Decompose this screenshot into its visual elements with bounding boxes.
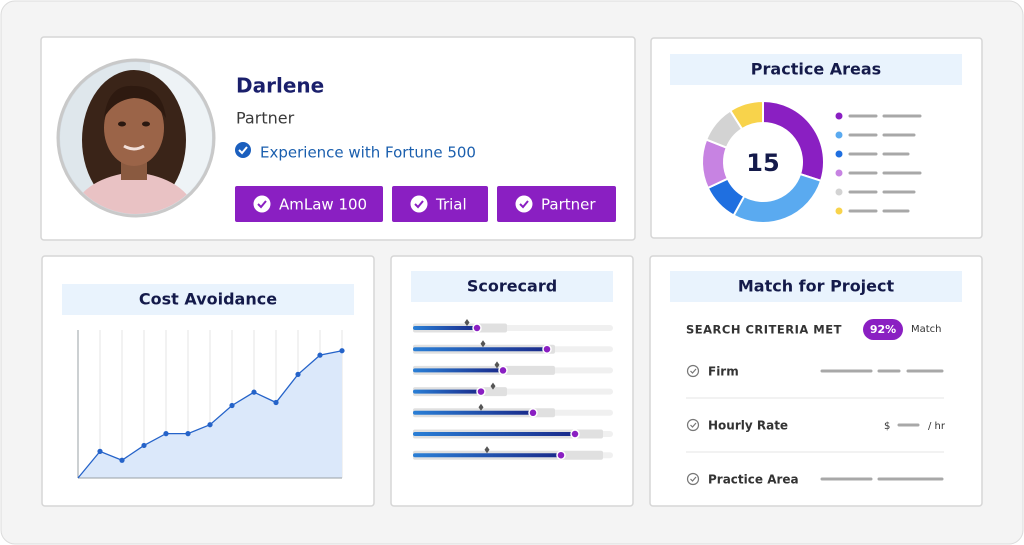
- profile-photo: [56, 58, 216, 218]
- value-dot: [542, 344, 552, 354]
- badge-icon: [253, 195, 271, 213]
- badge: [235, 186, 383, 222]
- badge-icon: [515, 195, 533, 213]
- check-icon: [686, 364, 700, 378]
- scorecard-card: [390, 255, 634, 507]
- check-mark: [690, 476, 697, 482]
- legend-dot: [835, 188, 843, 196]
- legend-dot: [835, 169, 843, 177]
- value-dot: [570, 429, 580, 439]
- match-rows: Firm Hourly Rate $ / hr Practice Area: [686, 365, 946, 487]
- target: [478, 403, 484, 411]
- badge-check: [519, 200, 529, 209]
- value-bar: [413, 347, 547, 352]
- legend-dot: [835, 131, 843, 139]
- badge-label: Trial: [435, 196, 467, 214]
- row-label: Hourly Rate: [708, 419, 788, 433]
- point: [251, 389, 257, 395]
- rate-currency: $: [884, 421, 890, 432]
- point: [295, 371, 301, 377]
- line-chart: [77, 330, 345, 479]
- title-band: [62, 284, 354, 315]
- legend-dot: [835, 112, 843, 120]
- value-dot: [476, 386, 486, 397]
- point: [317, 352, 323, 358]
- legend-dot: [835, 207, 843, 215]
- badge-label: Partner: [541, 196, 596, 214]
- title-band: [411, 271, 613, 302]
- legend-dot: [835, 150, 843, 158]
- value-bar: [413, 326, 477, 330]
- value-dot: [556, 450, 566, 460]
- check-icon: [686, 472, 700, 486]
- target: [464, 319, 470, 326]
- value-dot: [498, 365, 508, 376]
- point: [229, 402, 235, 409]
- badge-icon: [410, 195, 428, 213]
- check-mark: [690, 422, 697, 428]
- donut: [701, 99, 825, 224]
- value-dot: [472, 323, 482, 333]
- point: [163, 431, 169, 437]
- target: [480, 340, 486, 348]
- match-percent: 92%: [870, 323, 896, 336]
- badges: AmLaw 100 Trial Partner: [235, 186, 616, 222]
- title-band: [670, 54, 962, 85]
- target: [484, 446, 490, 454]
- value-bar: [413, 368, 503, 373]
- row-label: Practice Area: [708, 473, 799, 487]
- point: [207, 422, 213, 428]
- match-label: Match: [911, 324, 942, 335]
- point: [339, 348, 345, 354]
- profile-role: Partner: [236, 109, 295, 128]
- section-title: Scorecard: [467, 277, 557, 296]
- legend: [835, 112, 922, 215]
- match-pill: [863, 319, 903, 340]
- target: [494, 361, 500, 369]
- section-title: Cost Avoidance: [139, 290, 277, 309]
- row-label: Firm: [708, 365, 739, 379]
- badge-check: [414, 200, 424, 209]
- value-bar: [413, 389, 481, 394]
- section-title: Match for Project: [738, 277, 895, 296]
- point: [119, 457, 125, 463]
- target: [490, 382, 496, 390]
- verified-icon: [235, 142, 251, 158]
- donut-total: 15: [746, 149, 779, 177]
- value-bar: [413, 453, 561, 458]
- scorecard-bars: [413, 319, 613, 460]
- check-icon: [686, 418, 700, 432]
- value-bar: [413, 410, 533, 415]
- point: [185, 431, 191, 437]
- badge-label: AmLaw 100: [279, 196, 367, 214]
- badge: [497, 186, 616, 222]
- criteria-label: SEARCH CRITERIA MET: [686, 323, 842, 337]
- section-title: Practice Areas: [751, 60, 881, 79]
- profile-highlight: Experience with Fortune 500: [260, 144, 476, 162]
- profile-name: Darlene: [236, 74, 324, 98]
- point: [141, 442, 147, 449]
- badge: [392, 186, 488, 222]
- point: [97, 448, 103, 454]
- title-band: [670, 271, 962, 302]
- point: [273, 399, 279, 406]
- value-dot: [528, 408, 538, 418]
- match-card: [649, 255, 983, 507]
- value-bar: [413, 432, 575, 436]
- check-mark: [690, 368, 697, 374]
- badge-check: [257, 200, 267, 209]
- rate-unit: / hr: [928, 421, 946, 432]
- donut-segment: [728, 99, 764, 131]
